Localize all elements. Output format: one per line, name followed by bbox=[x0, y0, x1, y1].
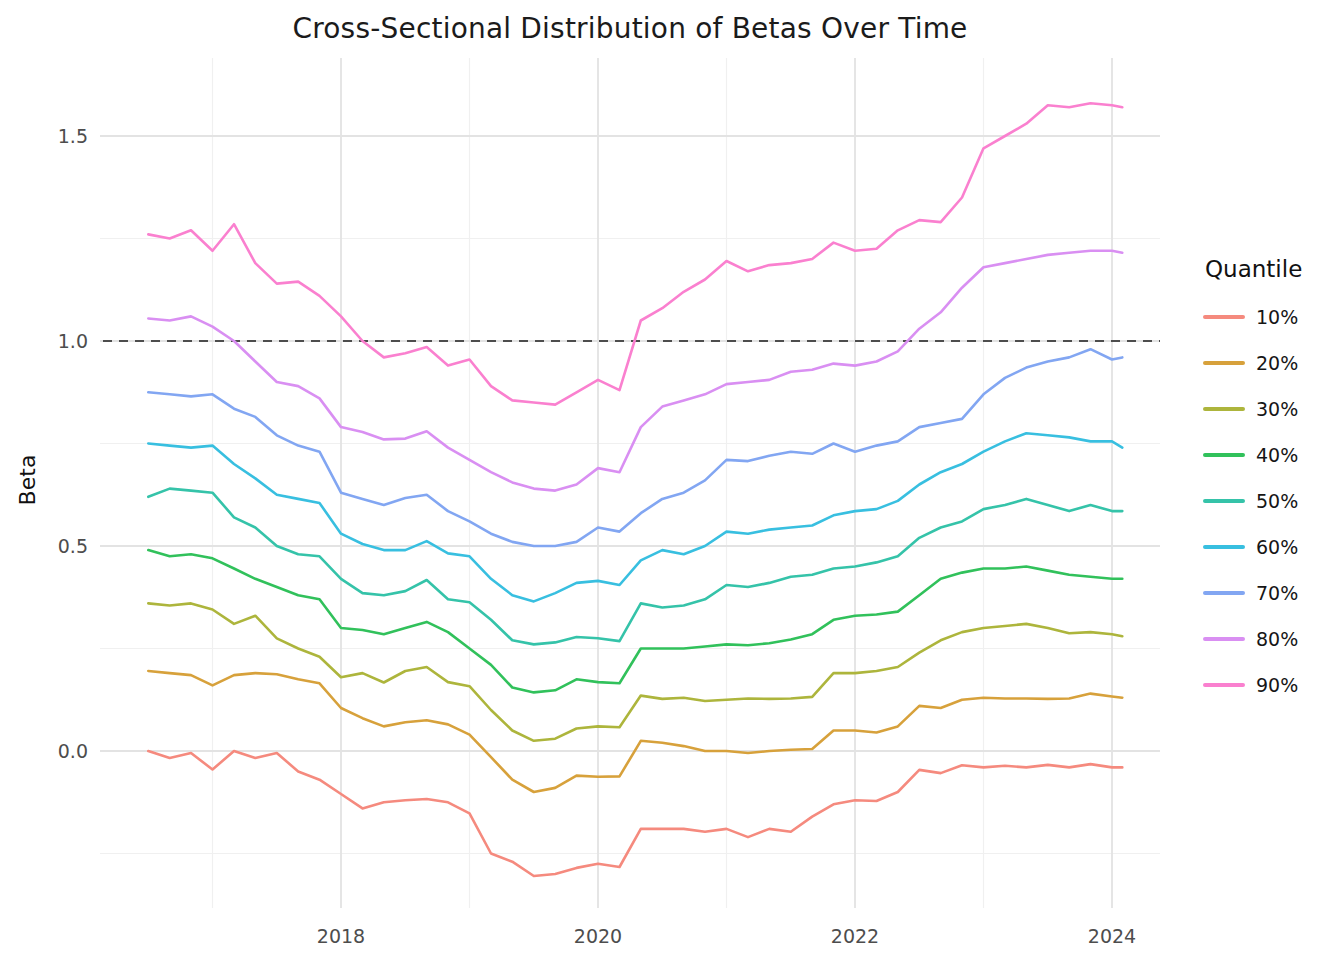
y-axis-title: Beta bbox=[15, 455, 40, 506]
legend-item-60: 60% bbox=[1203, 524, 1302, 570]
legend-swatch-icon bbox=[1203, 591, 1245, 595]
legend-label: 50% bbox=[1256, 490, 1298, 512]
legend-item-20: 20% bbox=[1203, 340, 1302, 386]
legend-item-80: 80% bbox=[1203, 616, 1302, 662]
legend-title: Quantile bbox=[1205, 256, 1302, 282]
series-line-10 bbox=[148, 751, 1122, 876]
legend: Quantile 10% 20% 30% 40% 50% 60% 70% 80% 90% bbox=[1203, 256, 1302, 708]
legend-label: 40% bbox=[1256, 444, 1298, 466]
legend-label: 20% bbox=[1256, 352, 1298, 374]
legend-swatch-icon bbox=[1203, 315, 1245, 319]
series-line-30 bbox=[148, 603, 1122, 740]
legend-swatch-icon bbox=[1203, 545, 1245, 549]
legend-swatch-icon bbox=[1203, 637, 1245, 641]
legend-swatch-icon bbox=[1203, 361, 1245, 365]
legend-label: 60% bbox=[1256, 536, 1298, 558]
y-tick-label: 0.0 bbox=[58, 740, 88, 762]
legend-item-50: 50% bbox=[1203, 478, 1302, 524]
legend-label: 80% bbox=[1256, 628, 1298, 650]
series-line-40 bbox=[148, 550, 1122, 692]
legend-label: 30% bbox=[1256, 398, 1298, 420]
series-line-70 bbox=[148, 349, 1122, 546]
y-tick-label: 1.0 bbox=[58, 330, 88, 352]
legend-item-40: 40% bbox=[1203, 432, 1302, 478]
x-tick-label: 2022 bbox=[831, 925, 879, 947]
x-tick-label: 2020 bbox=[574, 925, 622, 947]
series-line-20 bbox=[148, 671, 1122, 792]
y-tick-label: 0.5 bbox=[58, 535, 88, 557]
x-tick-label: 2018 bbox=[317, 925, 365, 947]
legend-swatch-icon bbox=[1203, 499, 1245, 503]
legend-swatch-icon bbox=[1203, 407, 1245, 411]
chart-panel: 2018 2020 2022 2024 0.0 0.5 1.0 1.5 bbox=[0, 0, 1344, 960]
series-line-90 bbox=[148, 103, 1122, 404]
legend-label: 90% bbox=[1256, 674, 1298, 696]
legend-item-90: 90% bbox=[1203, 662, 1302, 708]
legend-item-10: 10% bbox=[1203, 294, 1302, 340]
legend-item-70: 70% bbox=[1203, 570, 1302, 616]
legend-swatch-icon bbox=[1203, 453, 1245, 457]
chart-title: Cross-Sectional Distribution of Betas Ov… bbox=[100, 12, 1160, 45]
x-tick-label: 2024 bbox=[1088, 925, 1136, 947]
legend-swatch-icon bbox=[1203, 683, 1245, 687]
legend-label: 10% bbox=[1256, 306, 1298, 328]
legend-item-30: 30% bbox=[1203, 386, 1302, 432]
y-tick-label: 1.5 bbox=[58, 125, 88, 147]
legend-label: 70% bbox=[1256, 582, 1298, 604]
legend-items: 10% 20% 30% 40% 50% 60% 70% 80% 90% bbox=[1203, 294, 1302, 708]
chart-figure: 2018 2020 2022 2024 0.0 0.5 1.0 1.5 Cross-Secti… bbox=[0, 0, 1344, 960]
